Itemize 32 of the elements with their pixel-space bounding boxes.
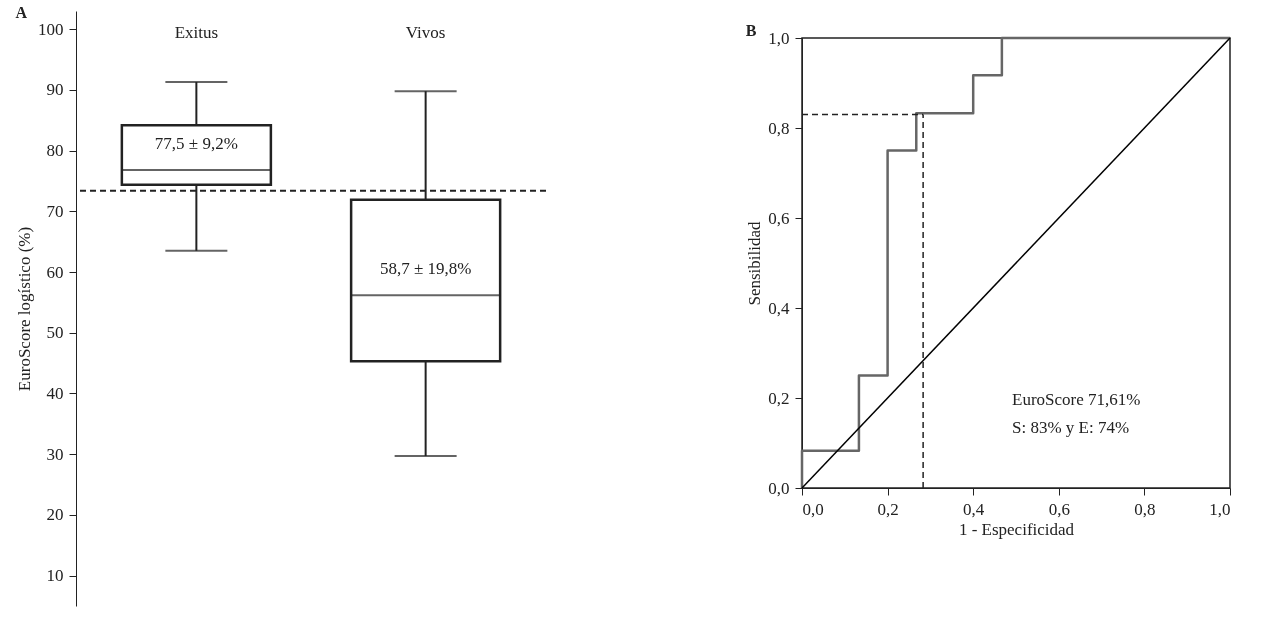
annotation: EuroScore 71,61% [1012,390,1141,409]
y-tick-label: 40 [46,384,64,403]
x-tick-label: Exitus [174,22,219,42]
annotation: S: 83% y E: 74% [1012,418,1130,437]
y-tick-label: 0,8 [768,118,790,138]
x-tick-label: 0,4 [963,499,985,519]
chart-title: A [15,4,28,21]
y-tick-label: 30 [46,444,64,464]
y-tick-label: 60 [46,262,64,282]
y-tick-label: 0,0 [768,478,790,498]
x-tick-label: 0,6 [1048,499,1070,519]
x-tick-label: 0,8 [1134,499,1156,519]
y-axis-title: EuroScore logístico (%) [15,226,34,392]
chart-title: B [745,22,757,39]
y-tick-label: 0,2 [768,388,790,408]
y-tick-label: 0,6 [768,208,790,228]
annotation: 77,5 ± 9,2% [154,134,238,154]
y-tick-label: 10 [46,566,64,586]
y-axis-title: Sensibilidad [745,220,765,306]
x-tick-label: 1,0 [1209,499,1231,519]
y-tick-label: 80 [46,141,64,161]
y-tick-label: 70 [46,201,64,221]
y-tick-label: 0,4 [768,298,790,318]
y-tick-label: 90 [46,80,64,100]
annotation: 58,7 ± 19,8% [379,259,472,279]
x-tick-label: Vivos [405,22,446,42]
y-tick-label: 100 [38,19,64,39]
x-tick-label: 0,2 [877,499,899,519]
x-tick-label: 0,0 [802,499,824,519]
y-tick-label: 20 [46,505,64,525]
y-tick-label: 50 [46,323,64,343]
x-axis-title: 1 - Especificidad [958,519,1075,539]
